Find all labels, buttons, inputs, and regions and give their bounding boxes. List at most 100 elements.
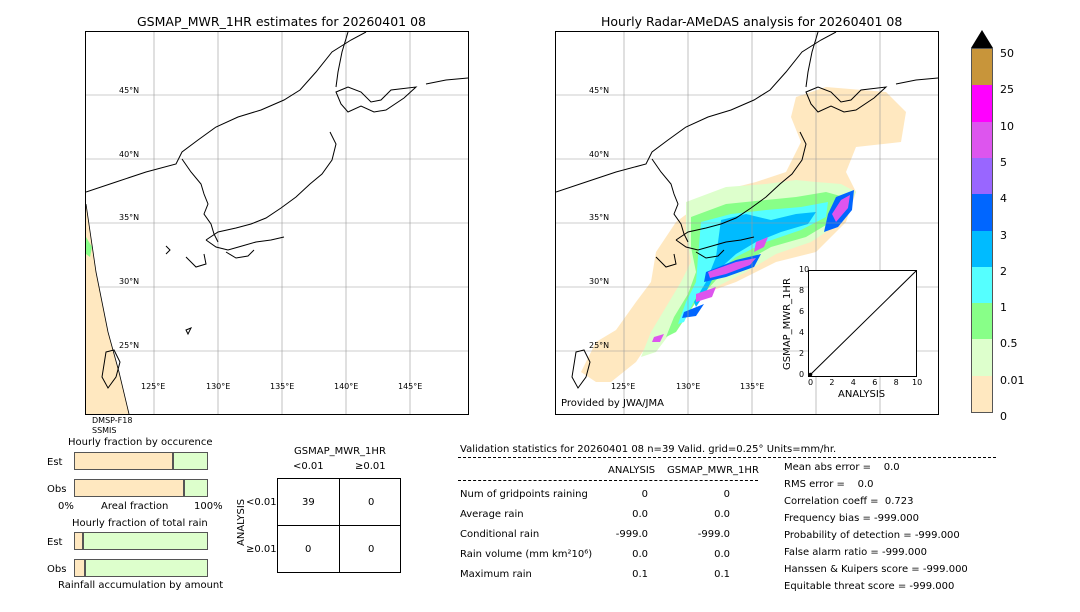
score-line: RMS error = 0.0: [784, 479, 874, 490]
stat-label: Rain volume (mm km²10⁶): [460, 549, 593, 560]
occ-obs-label: Obs: [47, 484, 67, 495]
validation-header: Validation statistics for 20260401 08 n=…: [460, 444, 837, 455]
lat-label-35: 35°N: [119, 213, 140, 222]
colorbar-segment: [972, 266, 992, 304]
r-lat-label-30: 30°N: [589, 277, 610, 286]
colorbar: [971, 48, 993, 413]
stat-analysis-value: -999.0: [615, 529, 648, 540]
stat-analysis-value: 0.0: [632, 549, 648, 560]
left-map-title: GSMAP_MWR_1HR estimates for 20260401 08: [137, 14, 426, 29]
right-map-title: Hourly Radar-AMeDAS analysis for 2026040…: [601, 14, 903, 29]
r-lon-label-135: 135°E: [740, 382, 765, 391]
col-analysis: ANALYSIS: [608, 465, 656, 476]
occurrence-bars: [74, 452, 208, 497]
colorbar-tick-label: 3: [1000, 228, 1007, 242]
credit-text: Provided by JWA/JMA: [561, 398, 664, 409]
cell-correct-neg: 0: [368, 544, 375, 555]
colorbar-tick-label: 50: [1000, 47, 1014, 60]
cell-false-alarm: 0: [368, 497, 375, 508]
stat-analysis-value: 0.0: [632, 509, 648, 520]
colorbar-segment: [972, 339, 992, 377]
r-lat-label-45: 45°N: [589, 86, 610, 95]
r-lat-label-25: 25°N: [589, 341, 610, 350]
contingency-row-1: <0.01: [246, 497, 277, 508]
colorbar-segment: [972, 375, 992, 413]
colorbar-tick-label: 5: [1000, 155, 1007, 169]
scatter-xtick: 0: [808, 378, 814, 387]
stat-label: Conditional rain: [460, 529, 540, 540]
occ-est-label: Est: [47, 457, 63, 468]
table-divider: [458, 480, 758, 481]
colorbar-extend-arrow: [971, 30, 993, 48]
scatter-ytick: 6: [799, 307, 805, 316]
cell-hit: 39: [302, 497, 315, 508]
scatter-ytick: 2: [799, 349, 805, 358]
colorbar-tick-label: 0.5: [1000, 337, 1018, 351]
score-line: Mean abs error = 0.0: [784, 462, 900, 473]
lon-label-140: 140°E: [334, 382, 359, 391]
contingency-grid: 39 0 0 0: [277, 478, 401, 573]
lat-label-40: 40°N: [119, 150, 140, 159]
colorbar-tick-label: 1: [1000, 301, 1007, 315]
colorbar-labels: 50 25 10 5 4 3 2 1 0.5 0.01 0: [1000, 40, 1040, 423]
stat-gsmap-value: 0.0: [714, 509, 730, 520]
colorbar-tick-label: 10: [1000, 119, 1014, 133]
colorbar-tick-label: 0.01: [1000, 373, 1025, 387]
stat-gsmap-value: 0.0: [714, 549, 730, 560]
lon-label-130: 130°E: [206, 382, 231, 391]
scatter-xlabel: ANALYSIS: [838, 389, 886, 400]
fraction-bar-segment: [74, 479, 184, 497]
validation-rows: Num of gridpoints raining 0 0 Average rain 0…: [460, 489, 760, 589]
stat-gsmap-value: 0: [723, 489, 730, 500]
left-map: [85, 31, 469, 415]
stat-label: Num of gridpoints raining: [460, 489, 588, 500]
contingency-col-2: ≥0.01: [355, 461, 386, 472]
colorbar-tick-label: 0: [1000, 410, 1007, 423]
score-line: Hanssen & Kuipers score = -999.000: [784, 564, 968, 575]
scatter-yticks: 0 2 4 6 8 10: [797, 265, 809, 380]
colorbar-segment: [972, 194, 992, 231]
stat-gsmap-value: 0.1: [714, 569, 730, 580]
stat-analysis-value: 0: [641, 489, 648, 500]
score-line: Correlation coeff = 0.723: [784, 496, 914, 507]
occ-xtick-100: 100%: [194, 501, 223, 512]
rain-fraction-title: Hourly fraction of total rain: [72, 518, 208, 529]
fraction-bar-segment: [183, 479, 208, 497]
fraction-bar-segment: [74, 559, 85, 577]
rain-xlabel: Rainfall accumulation by amount: [58, 580, 224, 591]
lon-label-135: 135°E: [270, 382, 295, 391]
fraction-bar-segment: [173, 452, 208, 470]
stat-gsmap-value: -999.0: [697, 529, 730, 540]
contingency-col-1: <0.01: [293, 461, 324, 472]
col-gsmap: GSMAP_MWR_1HR: [667, 465, 759, 476]
cell-miss: 0: [305, 544, 312, 555]
validation-divider: [458, 457, 996, 458]
one-to-one-line: [808, 270, 917, 377]
scatter-xtick: 6: [872, 378, 878, 387]
occ-xlabel: Areal fraction: [101, 501, 169, 512]
scatter-plot: [808, 270, 917, 377]
rain-est-label: Est: [47, 537, 63, 548]
fraction-bar-segment: [84, 559, 208, 577]
colorbar-tick-label: 25: [1000, 83, 1014, 97]
scatter-ytick: 4: [799, 328, 805, 337]
colorbar-segment: [972, 230, 992, 268]
rain-obs-label: Obs: [47, 564, 67, 575]
contingency-title: GSMAP_MWR_1HR: [294, 446, 386, 457]
score-list: Mean abs error = 0.0 RMS error = 0.0 Corre…: [784, 462, 1004, 602]
r-lon-label-125: 125°E: [611, 382, 636, 391]
lon-label-125: 125°E: [141, 382, 166, 391]
score-line: Probability of detection = -999.000: [784, 530, 960, 541]
colorbar-tick-label: 4: [1000, 192, 1007, 206]
stat-label: Maximum rain: [460, 569, 532, 580]
fraction-bar-segment: [74, 452, 174, 470]
lon-label-145: 145°E: [398, 382, 423, 391]
score-line: Equitable threat score = -999.000: [784, 581, 955, 592]
scatter-point: [808, 372, 813, 377]
fraction-bar-segment: [74, 532, 84, 550]
occurrence-title: Hourly fraction by occurence: [68, 437, 213, 448]
sensor-label-1: DMSP-F18: [92, 416, 133, 425]
scatter-ylabel: GSMAP_MWR_1HR: [782, 278, 793, 370]
colorbar-tick-label: 2: [1000, 264, 1007, 278]
score-line: Frequency bias = -999.000: [784, 513, 919, 524]
